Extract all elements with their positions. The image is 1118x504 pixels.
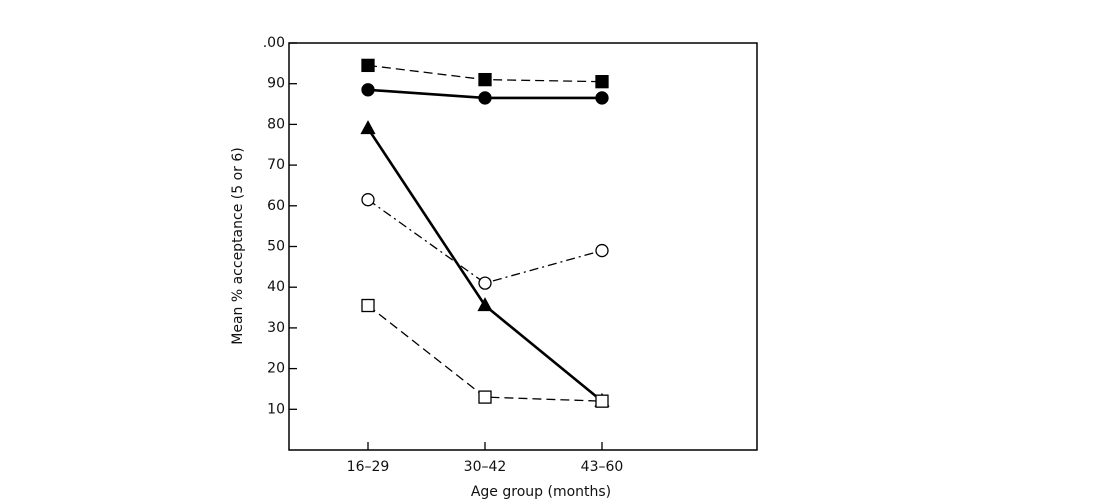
point [595,394,609,408]
x-tick-label: 43–60 [581,459,624,475]
y-axis-label: Mean % acceptance (5 or 6) [230,147,246,344]
point [477,297,493,312]
y-tick-label: 70 [267,157,285,173]
point [478,72,492,87]
y-tick-label: 10 [267,401,285,417]
y-tick-label: 90 [267,76,285,92]
point [595,75,609,89]
plot-frame [288,42,758,451]
y-tick-label: 30 [267,320,285,336]
point [478,276,492,290]
point [478,390,492,404]
point [361,193,375,207]
y-tick-label: .00 [263,35,285,51]
x-axis-label: Age group (months) [471,484,611,500]
series-line [367,199,603,284]
point [360,120,376,135]
point [595,243,609,258]
point [361,58,375,73]
point [361,83,375,97]
x-tick-label: 16–29 [347,459,390,475]
point [361,298,375,313]
series-line [366,127,603,403]
x-tick-label: 30–42 [464,459,507,475]
y-tick-label: 80 [267,116,285,132]
y-tick-label: 50 [267,239,285,255]
y-tick-label: 20 [267,361,285,377]
y-tick-label: 40 [267,279,285,295]
point [595,91,609,105]
series-line [367,305,603,402]
point [478,91,492,105]
y-tick-label: 60 [267,198,285,214]
